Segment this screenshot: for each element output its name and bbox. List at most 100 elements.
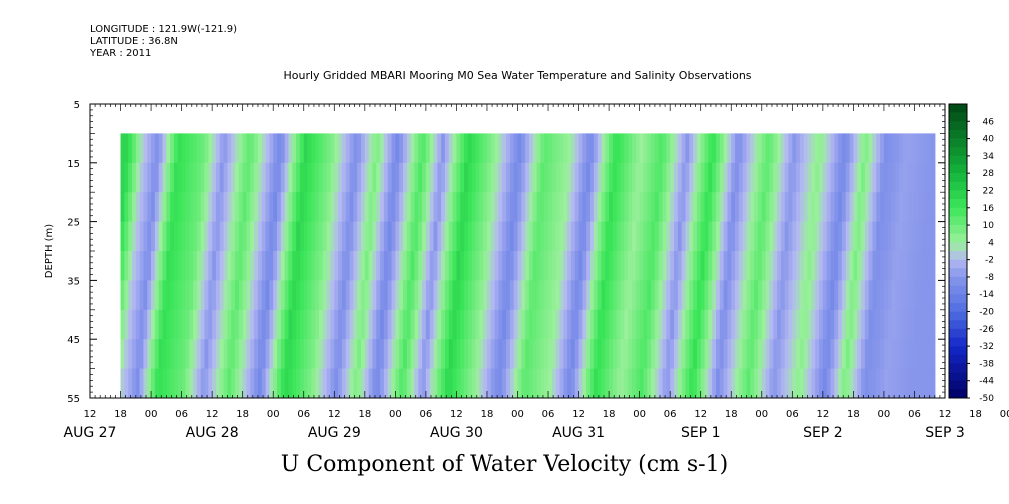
heatmap-cell — [605, 251, 610, 281]
heatmap-cell — [826, 309, 832, 340]
heatmap-cell — [330, 309, 335, 340]
heatmap-cell — [876, 192, 881, 223]
heatmap-cell — [792, 339, 797, 370]
heatmap-cell — [212, 339, 217, 370]
heatmap-cell — [822, 368, 828, 398]
heatmap-cell — [609, 221, 614, 252]
heatmap-cell — [651, 309, 656, 340]
heatmap-cell — [177, 309, 183, 340]
heatmap-cell — [563, 133, 568, 164]
heatmap-cell — [219, 251, 225, 281]
heatmap-cell — [929, 339, 935, 370]
heatmap-cell — [784, 251, 790, 281]
heatmap-cell — [345, 162, 351, 193]
heatmap-cell — [471, 162, 477, 193]
heatmap-cell — [693, 162, 698, 193]
heatmap-cell — [143, 368, 148, 398]
heatmap-cell — [204, 368, 209, 398]
heatmap-cell — [906, 339, 912, 370]
heatmap-cell — [372, 221, 377, 252]
colorbar-band — [949, 225, 967, 235]
heatmap-cell — [506, 162, 511, 193]
heatmap-cell — [433, 368, 438, 398]
heatmap-cell — [551, 221, 557, 252]
heatmap-cell — [494, 368, 500, 398]
heatmap-cell — [574, 368, 580, 398]
heatmap-cell — [830, 162, 835, 193]
heatmap-cell — [780, 221, 786, 252]
heatmap-cell — [189, 251, 194, 281]
heatmap-cell — [162, 221, 167, 252]
heatmap-cell — [632, 339, 637, 370]
heatmap-cell — [773, 251, 778, 281]
heatmap-cell — [410, 368, 416, 398]
heatmap-cell — [803, 133, 809, 164]
heatmap-cell — [284, 192, 290, 223]
heatmap-cell — [570, 339, 576, 370]
heatmap-cell — [494, 339, 500, 370]
heatmap-cell — [506, 251, 511, 281]
heatmap-cell — [853, 192, 858, 223]
heatmap-cell — [177, 221, 183, 252]
heatmap-cell — [154, 280, 160, 311]
heatmap-cell — [616, 309, 622, 340]
heatmap-cell — [185, 192, 190, 223]
heatmap-cell — [242, 368, 248, 398]
heatmap-cell — [124, 368, 129, 398]
heatmap-cell — [796, 162, 801, 193]
heatmap-cell — [906, 221, 912, 252]
heatmap-cell — [410, 221, 416, 252]
heatmap-cell — [689, 192, 694, 223]
heatmap-cell — [712, 280, 717, 311]
heatmap-cell — [792, 368, 797, 398]
heatmap-cell — [326, 339, 332, 370]
heatmap-cell — [246, 339, 251, 370]
heatmap-cell — [700, 221, 706, 252]
heatmap-cell — [632, 162, 637, 193]
heatmap-cell — [193, 251, 198, 281]
heatmap-cell — [544, 309, 549, 340]
heatmap-cell — [536, 309, 541, 340]
heatmap-cell — [559, 192, 564, 223]
heatmap-cell — [204, 192, 209, 223]
heatmap-cell — [429, 251, 435, 281]
heatmap-cell — [757, 221, 763, 252]
heatmap-cell — [288, 192, 293, 223]
heatmap-cell — [338, 309, 343, 340]
heatmap-cell — [704, 133, 709, 164]
heatmap-cell — [868, 192, 874, 223]
heatmap-cell — [815, 339, 820, 370]
heatmap-cell — [315, 221, 320, 252]
heatmap-cell — [666, 339, 671, 370]
heatmap-cell — [799, 192, 805, 223]
heatmap-cell — [170, 309, 175, 340]
heatmap-cell — [696, 251, 702, 281]
heatmap-cell — [849, 280, 854, 311]
heatmap-cell — [185, 251, 190, 281]
heatmap-cell — [876, 368, 881, 398]
heatmap-cell — [402, 162, 408, 193]
colorbar-band — [949, 216, 967, 226]
heatmap-cell — [357, 133, 362, 164]
heatmap-cell — [269, 368, 274, 398]
heatmap-cell — [402, 251, 408, 281]
heatmap-cell — [903, 280, 908, 311]
heatmap-cell — [254, 162, 259, 193]
heatmap-cell — [929, 280, 935, 311]
heatmap-cell — [899, 162, 904, 193]
heatmap-cell — [154, 221, 160, 252]
heatmap-cell — [147, 280, 152, 311]
heatmap-cell — [590, 192, 595, 223]
heatmap-cell — [685, 162, 690, 193]
heatmap-cell — [696, 192, 702, 223]
heatmap-cell — [601, 280, 606, 311]
heatmap-cell — [735, 221, 740, 252]
heatmap-cell — [196, 162, 202, 193]
heatmap-cell — [479, 280, 484, 311]
heatmap-cell — [303, 133, 309, 164]
heatmap-cell — [757, 133, 763, 164]
heatmap-cell — [448, 251, 454, 281]
heatmap-cell — [177, 162, 183, 193]
heatmap-cell — [341, 339, 347, 370]
heatmap-cell — [467, 133, 473, 164]
